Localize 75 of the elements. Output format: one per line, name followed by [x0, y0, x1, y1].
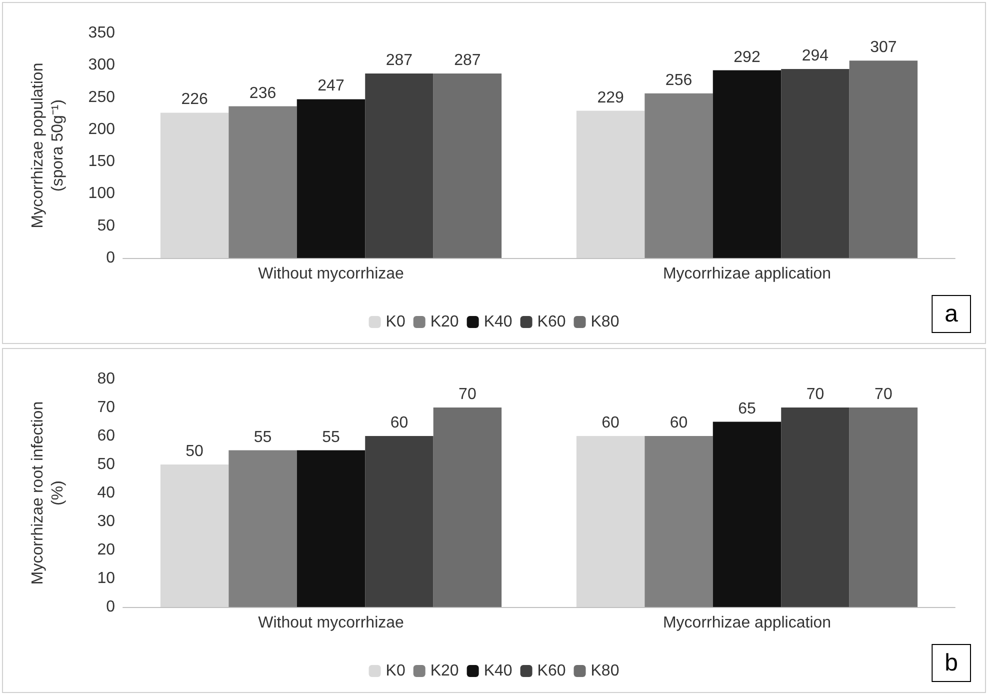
- y-tick-label: 150: [88, 153, 116, 170]
- data-label: 60: [390, 414, 408, 432]
- y-axis-title: Mycorrhizae root infection (%): [30, 401, 66, 585]
- y-axis-title: Mycorrhizae population (spora 50g⁻¹): [30, 62, 66, 228]
- y-tick-label: 250: [88, 88, 116, 106]
- data-label: 294: [802, 48, 829, 64]
- y-tick-label: 350: [88, 24, 116, 42]
- data-label: 70: [806, 386, 824, 403]
- data-label: 70: [874, 386, 892, 403]
- y-tick-label: 40: [97, 484, 116, 502]
- data-label: 50: [186, 443, 204, 460]
- x-tick-label: Mycorrhizae application: [662, 614, 832, 632]
- bar: [644, 93, 713, 258]
- legend-label: K20: [430, 314, 459, 330]
- y-tick-label: 80: [97, 370, 116, 388]
- legend-label: K60: [537, 662, 566, 680]
- y-tick-label: 10: [97, 570, 116, 587]
- bar: [160, 112, 229, 258]
- y-tick-label: 0: [106, 250, 116, 266]
- data-label: 287: [386, 52, 413, 69]
- bar: [576, 110, 645, 258]
- data-label: 65: [738, 400, 756, 418]
- data-label: 292: [734, 48, 760, 66]
- y-tick-label: 300: [88, 56, 116, 74]
- legend-label: K0: [386, 314, 406, 330]
- bar: [296, 99, 366, 258]
- x-tick-label: Without mycorrhizae: [258, 614, 404, 632]
- text: a: [944, 300, 959, 328]
- bar: [712, 422, 782, 607]
- bar: [781, 69, 850, 258]
- data-label: 287: [454, 52, 481, 69]
- bar: [365, 436, 434, 607]
- data-label: 60: [670, 414, 688, 432]
- bar: [433, 408, 502, 607]
- data-label: 55: [254, 428, 272, 446]
- y-tick-label: 200: [88, 120, 116, 138]
- data-label: 236: [249, 84, 276, 102]
- legend-label: K20: [430, 662, 459, 680]
- bar: [576, 436, 645, 607]
- data-label: 256: [665, 72, 692, 89]
- bar: [365, 74, 434, 258]
- legend-label: K80: [590, 314, 620, 330]
- y-tick-label: 60: [97, 428, 116, 444]
- x-tick-label: Without mycorrhizae: [258, 266, 404, 282]
- legend-label: K40: [484, 662, 512, 680]
- data-label: 226: [181, 91, 208, 108]
- bar: [644, 436, 713, 607]
- bar: [228, 450, 297, 607]
- legend-label: K80: [590, 662, 620, 680]
- data-label: 229: [597, 89, 624, 106]
- data-label: 60: [602, 414, 620, 432]
- data-label: 307: [870, 39, 897, 56]
- y-tick-label: 0: [106, 598, 116, 616]
- data-label: 70: [458, 386, 476, 403]
- y-tick-label: 100: [88, 185, 116, 202]
- bar: [433, 74, 502, 258]
- y-tick-label: 50: [97, 456, 116, 473]
- y-tick-label: 20: [97, 542, 116, 558]
- data-label: 247: [318, 78, 344, 95]
- bar: [849, 408, 918, 607]
- legend-label: K40: [484, 314, 512, 330]
- bar: [781, 408, 850, 607]
- y-tick-label: 70: [97, 399, 116, 416]
- legend-label: K0: [386, 662, 406, 680]
- text: b: [944, 650, 958, 676]
- y-tick-label: 30: [97, 513, 116, 530]
- x-tick-label: Mycorrhizae application: [662, 266, 832, 282]
- legend-label: K60: [537, 314, 566, 330]
- bar: [849, 60, 918, 258]
- bar: [296, 450, 366, 607]
- bar: [228, 106, 297, 258]
- data-label: 55: [322, 428, 340, 446]
- y-tick-label: 50: [97, 217, 116, 234]
- bar: [160, 464, 229, 607]
- bar: [712, 70, 782, 258]
